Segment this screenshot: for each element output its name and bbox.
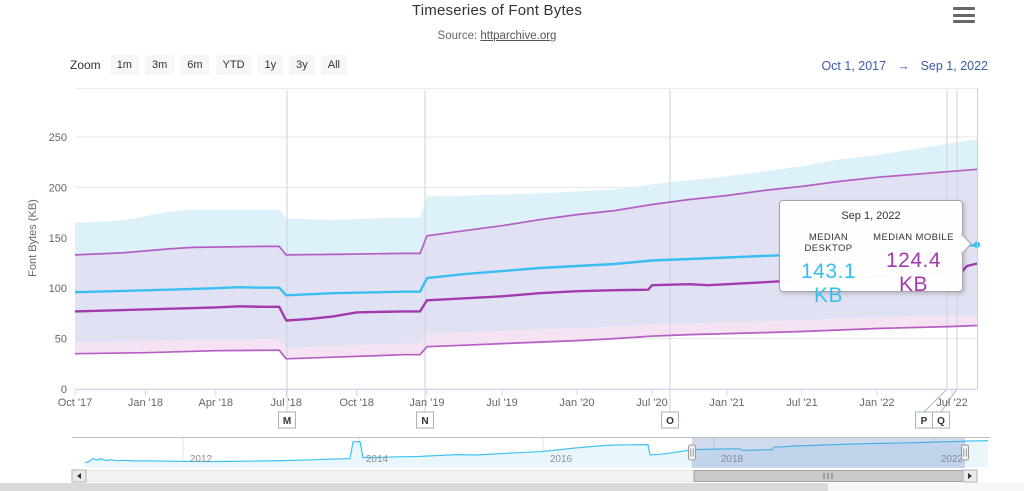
y-axis-label: 250 [49,132,67,144]
tooltip-desktop-label: MEDIAN DESKTOP [804,232,853,254]
page-scrollbar-thumb[interactable] [0,483,828,491]
flag-O[interactable]: O [661,411,679,429]
x-axis-label: Jul '19 [486,397,517,409]
percentile-bands [75,139,977,359]
x-axis-label: Jan '21 [709,397,744,409]
y-axis-label: 150 [49,233,67,245]
flag-label: O [666,416,674,427]
zoom-button-6m[interactable]: 6m [180,55,210,75]
x-axis-label: Jul '22 [936,397,967,409]
flag-stem [923,388,948,413]
band-desktop-iqr-only [75,139,977,255]
navigator-area [85,440,988,468]
tooltip-desktop-value: 143.1 KB [800,260,857,307]
navigator-year-label: 2022 [941,454,964,465]
y-axis-label: 50 [55,334,67,346]
tooltip: Sep 1, 2022 MEDIAN DESKTOP 143.1 KB MEDI… [779,200,972,307]
navigator-scrollbar [71,469,978,483]
navigator-series [84,440,989,464]
navigator-selected-mask[interactable] [692,438,965,468]
tooltip-mobile-value: 124.4 KB [885,249,942,296]
range-selector-toolbar: Zoom 1m 3m 6m YTD 1y 3y All [70,55,348,75]
range-from-date[interactable]: Oct 1, 2017 [821,59,887,73]
band-mobile-iqr-only [75,315,977,359]
scrollbar-right-button[interactable] [962,469,978,483]
flag-label: P [921,416,928,427]
range-to-date[interactable]: Sep 1, 2022 [920,59,988,73]
zoom-button-3y[interactable]: 3y [289,55,315,75]
subtitle-prefix: Source: [437,30,478,42]
flag-P[interactable]: P [915,411,933,429]
x-axis-label: Jan '18 [128,397,163,409]
navigator-handle-left[interactable] [688,444,696,461]
y-axis-label: 100 [49,283,67,295]
flag-M[interactable]: M [278,411,296,429]
chart-subtitle: Source: httparchive.org [0,30,994,42]
zoom-buttons: 1m 3m 6m YTD 1y 3y All [109,55,348,75]
zoom-button-ytd[interactable]: YTD [215,55,252,75]
series-mobile-p25 [74,324,978,360]
x-axis-label: Jan '22 [859,397,894,409]
zoom-button-1y[interactable]: 1y [257,55,284,75]
source-link[interactable]: httparchive.org [480,30,557,42]
flag-label: Q [937,416,945,427]
x-axis-label: Oct '17 [58,397,93,409]
y-axis-label: 0 [61,384,67,396]
y-axis-title: Font Bytes (KB) [27,199,39,277]
x-axis-label: Apr '18 [199,397,234,409]
x-axis-label: Jan '20 [559,397,594,409]
range-arrow-icon: → [897,59,910,73]
arrow-left-icon [77,473,81,479]
navigator-handle-right[interactable] [961,444,969,461]
flag-label: N [421,416,428,427]
flag-label: M [283,416,291,427]
x-axis-label: Jan '19 [409,397,444,409]
x-axis-label: Oct '18 [339,397,374,409]
flag-N[interactable]: N [416,411,434,429]
navigator: 2012 2014 2016 2018 2022 [72,437,990,468]
tooltip-mobile-label: MEDIAN MOBILE [873,232,954,243]
flag-Q[interactable]: Q [932,411,950,429]
y-axis-label: 200 [49,182,67,194]
page-title: Timeseries of Font Bytes [411,2,583,19]
series-mobile-p75 [74,168,978,256]
x-axis-label: Jul '21 [786,397,817,409]
arrow-right-icon [968,473,972,479]
date-range-display: Oct 1, 2017 → Sep 1, 2022 [821,59,988,73]
scrollbar-left-button[interactable] [71,469,87,483]
page-horizontal-scrollbar [0,483,1024,491]
x-axis-label: Jul '18 [270,397,301,409]
zoom-label: Zoom [70,58,101,72]
zoom-button-all[interactable]: All [320,55,348,75]
navigator-year-label: 2016 [550,454,573,465]
x-axis-label: Jul '20 [636,397,667,409]
navigator-year-label: 2012 [190,454,213,465]
navigator-year-label: 2014 [366,454,389,465]
flag-stem [940,388,958,413]
navigator-year-label: 2018 [721,454,744,465]
zoom-button-1m[interactable]: 1m [109,55,139,75]
zoom-button-3m[interactable]: 3m [144,55,175,75]
tooltip-date: Sep 1, 2022 [841,210,901,222]
band-iqr-overlap [75,169,977,348]
hamburger-menu-icon[interactable] [953,7,975,23]
axes: 0 50 100 150 200 250 Oct '17 Jan '18 Apr '18 Jul … [49,88,978,409]
